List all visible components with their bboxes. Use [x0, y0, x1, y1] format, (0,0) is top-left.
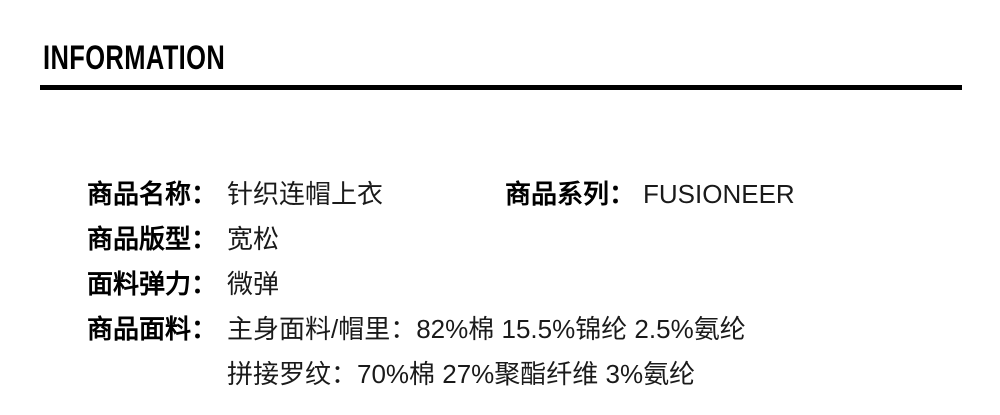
product-series-label: 商品系列：	[505, 179, 636, 209]
info-row-fabric: 商品面料： 主身面料/帽里：82%棉 15.5%锦纶 2.5%氨纶 拼接罗纹：7…	[87, 307, 746, 397]
product-name-value: 针织连帽上衣	[227, 179, 384, 209]
fabric-stretch-label: 面料弹力：	[87, 269, 218, 299]
product-info-list: 商品名称： 针织连帽上衣 商品系列： FUSIONEER 商品版型： 宽松 面料…	[87, 172, 795, 397]
product-series-value: FUSIONEER	[643, 179, 795, 209]
info-row-name-series: 商品名称： 针织连帽上衣 商品系列： FUSIONEER	[87, 172, 795, 217]
fabric-main-line: 主身面料/帽里：82%棉 15.5%锦纶 2.5%氨纶	[227, 314, 746, 344]
product-fit-label: 商品版型：	[87, 224, 218, 254]
product-fabric-value: 主身面料/帽里：82%棉 15.5%锦纶 2.5%氨纶 拼接罗纹：70%棉 27…	[227, 307, 746, 397]
header-divider	[40, 85, 962, 90]
product-fit-value: 宽松	[227, 224, 280, 254]
product-name-label: 商品名称：	[87, 179, 218, 209]
fabric-rib-line: 拼接罗纹：70%棉 27%聚酯纤维 3%氨纶	[227, 359, 696, 389]
series-pair: 商品系列： FUSIONEER	[505, 172, 795, 217]
section-title: INFORMATION	[43, 39, 226, 77]
info-row-fit: 商品版型： 宽松	[87, 217, 746, 262]
fabric-stretch-value: 微弹	[227, 269, 280, 299]
info-row-stretch: 面料弹力： 微弹	[87, 262, 746, 307]
product-fabric-label: 商品面料：	[87, 314, 218, 344]
